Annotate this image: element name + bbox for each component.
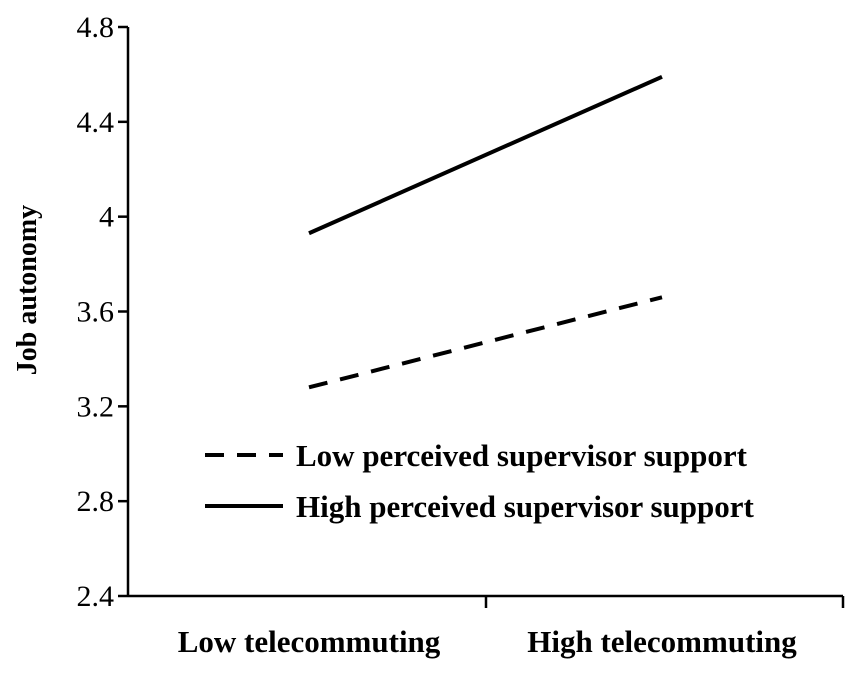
y-tick-label: 4.8 (77, 11, 115, 44)
chart-series (308, 74, 663, 390)
chart-legend: Low perceived supervisor support High per… (205, 438, 755, 524)
y-tick-label: 4 (99, 201, 114, 234)
y-tick-label: 4.4 (77, 106, 115, 139)
y-axis-ticks: 2.4 2.8 3.2 3.6 4 4.4 4.8 (77, 11, 128, 613)
y-tick-label: 2.8 (77, 485, 115, 518)
y-tick-label: 2.4 (77, 580, 115, 613)
y-tick-label: 3.2 (77, 390, 115, 423)
y-tick-label: 3.6 (77, 296, 115, 329)
series-line-high-support (308, 74, 663, 236)
legend-label: Low perceived supervisor support (296, 438, 748, 473)
x-category-label: Low telecommuting (178, 624, 441, 659)
y-axis-title: Job autonomy (12, 205, 43, 375)
x-axis-categories: Low telecommuting High telecommuting (178, 624, 798, 659)
x-category-label: High telecommuting (527, 624, 797, 659)
legend-label: High perceived supervisor support (296, 489, 755, 524)
series-line-low-support (308, 295, 663, 390)
